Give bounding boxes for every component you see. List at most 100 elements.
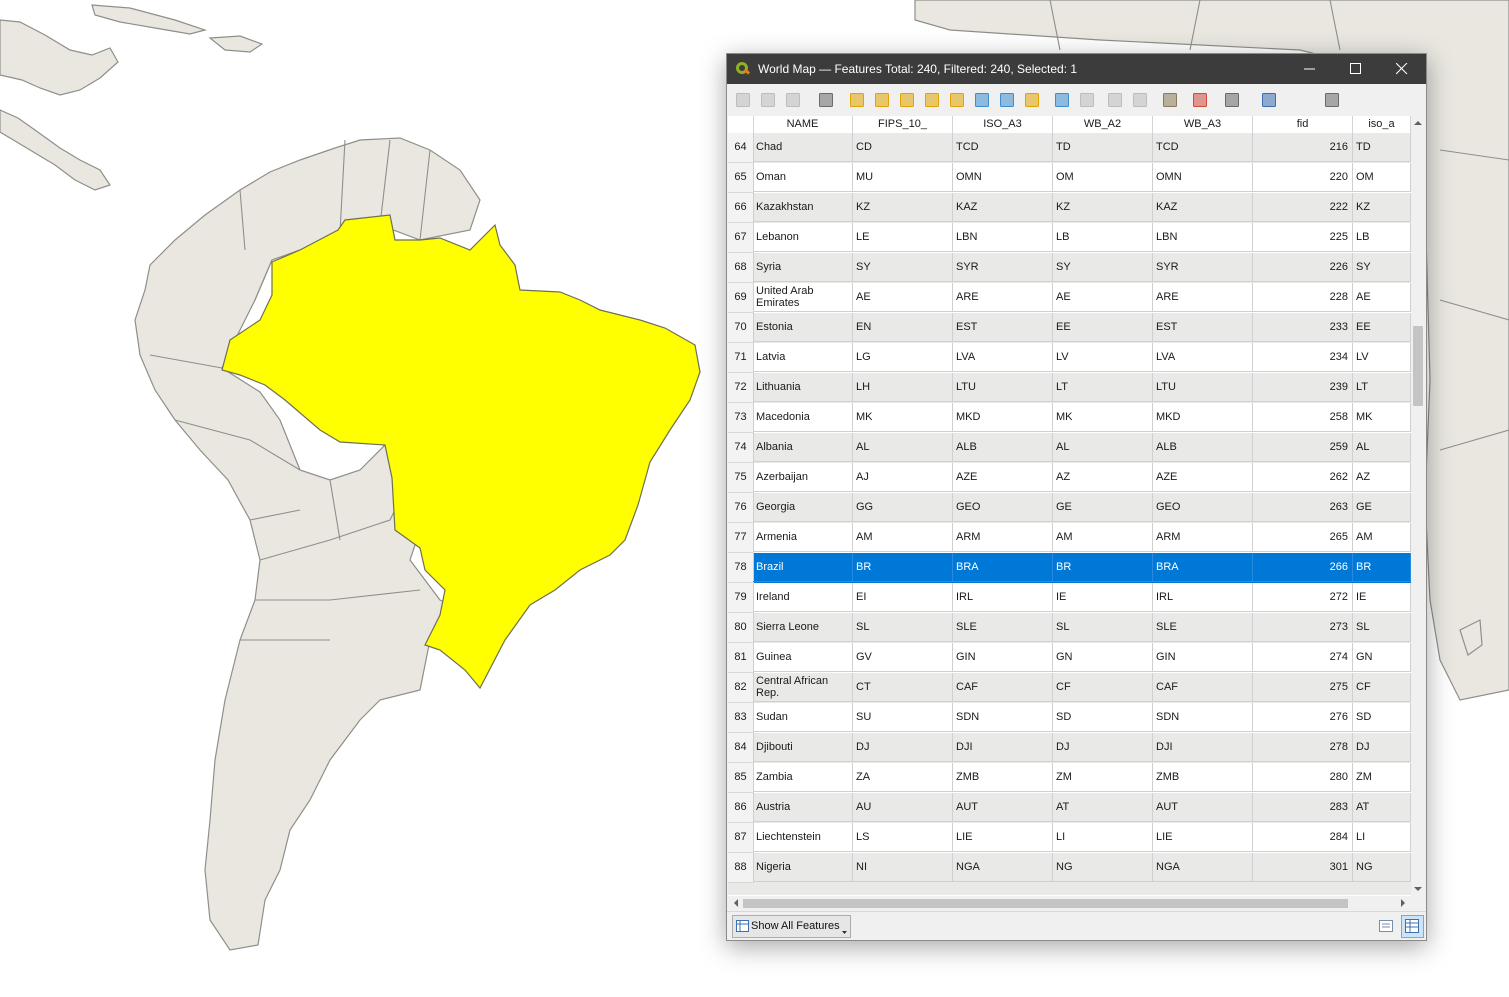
column-header[interactable]: iso_a <box>1353 116 1411 133</box>
table-cell-fid[interactable]: 272 <box>1253 583 1353 612</box>
table-cell-wb3[interactable]: BRA <box>1153 553 1253 582</box>
table-cell-name[interactable]: Armenia <box>753 523 853 552</box>
table-cell-iso[interactable]: LIE <box>953 823 1053 852</box>
table-row[interactable]: 71 Latvia LG LVA LV LVA 234 LV <box>728 343 1411 373</box>
table-cell-iso[interactable]: ARM <box>953 523 1053 552</box>
table-cell-isoa[interactable]: GN <box>1353 643 1411 672</box>
table-row[interactable]: 64 Chad CD TCD TD TCD 216 TD <box>728 133 1411 163</box>
table-cell-name[interactable]: Syria <box>753 253 853 282</box>
table-cell-fips[interactable]: LG <box>853 343 953 372</box>
table-cell-fips[interactable]: AU <box>853 793 953 822</box>
table-cell-isoa[interactable]: AM <box>1353 523 1411 552</box>
maximize-button[interactable] <box>1333 54 1379 84</box>
table-cell-wb2[interactable]: IE <box>1053 583 1153 612</box>
table-cell-isoa[interactable]: TD <box>1353 133 1411 162</box>
table-cell-fips[interactable]: AL <box>853 433 953 462</box>
table-cell-fid[interactable]: 225 <box>1253 223 1353 252</box>
table-cell-fid[interactable]: 233 <box>1253 313 1353 342</box>
table-cell-fid[interactable]: 263 <box>1253 493 1353 522</box>
table-cell-name[interactable]: Zambia <box>753 763 853 792</box>
table-cell-isoa[interactable]: KZ <box>1353 193 1411 222</box>
table-cell-name[interactable]: Nigeria <box>753 853 853 882</box>
table-row[interactable]: 76 Georgia GG GEO GE GEO 263 GE <box>728 493 1411 523</box>
table-cell-fips[interactable]: LS <box>853 823 953 852</box>
table-cell-wb2[interactable]: GN <box>1053 643 1153 672</box>
select-by-expression-button[interactable] <box>972 90 992 110</box>
dock-button[interactable] <box>1322 90 1342 110</box>
table-cell-fid[interactable]: 258 <box>1253 403 1353 432</box>
cut-button[interactable] <box>897 90 917 110</box>
title-bar[interactable]: World Map — Features Total: 240, Filtere… <box>727 54 1426 84</box>
table-cell-isoa[interactable]: AZ <box>1353 463 1411 492</box>
table-cell-iso[interactable]: TCD <box>953 133 1053 162</box>
table-cell-iso[interactable]: EST <box>953 313 1053 342</box>
column-header[interactable]: fid <box>1253 116 1353 133</box>
table-cell-fips[interactable]: SL <box>853 613 953 642</box>
table-row[interactable]: 83 Sudan SU SDN SD SDN 276 SD <box>728 703 1411 733</box>
table-cell-isoa[interactable]: AT <box>1353 793 1411 822</box>
table-cell-name[interactable]: Georgia <box>753 493 853 522</box>
table-cell-name[interactable]: Lebanon <box>753 223 853 252</box>
field-calculator-button[interactable] <box>1190 90 1210 110</box>
table-row[interactable]: 85 Zambia ZA ZMB ZM ZMB 280 ZM <box>728 763 1411 793</box>
table-cell-wb3[interactable]: LVA <box>1153 343 1253 372</box>
table-cell-wb2[interactable]: AL <box>1053 433 1153 462</box>
row-number[interactable]: 84 <box>728 733 754 763</box>
table-cell-iso[interactable]: LVA <box>953 343 1053 372</box>
table-row[interactable]: 82 Central African Rep. CT CAF CF CAF 275 CF <box>728 673 1411 703</box>
table-cell-isoa[interactable]: BR <box>1353 553 1411 582</box>
row-number[interactable]: 86 <box>728 793 754 823</box>
row-number[interactable]: 73 <box>728 403 754 433</box>
close-button[interactable] <box>1379 54 1425 84</box>
table-cell-name[interactable]: Guinea <box>753 643 853 672</box>
save-edits-button[interactable] <box>783 90 803 110</box>
table-cell-iso[interactable]: KAZ <box>953 193 1053 222</box>
table-cell-fips[interactable]: NI <box>853 853 953 882</box>
table-row[interactable]: 77 Armenia AM ARM AM ARM 265 AM <box>728 523 1411 553</box>
table-cell-isoa[interactable]: LB <box>1353 223 1411 252</box>
table-cell-isoa[interactable]: NG <box>1353 853 1411 882</box>
table-cell-wb3[interactable]: SLE <box>1153 613 1253 642</box>
vertical-scrollbar[interactable] <box>1411 116 1425 896</box>
table-row[interactable]: 80 Sierra Leone SL SLE SL SLE 273 SL <box>728 613 1411 643</box>
table-cell-iso[interactable]: CAF <box>953 673 1053 702</box>
table-cell-iso[interactable]: ZMB <box>953 763 1053 792</box>
copy-button[interactable] <box>922 90 942 110</box>
table-cell-name[interactable]: Liechtenstein <box>753 823 853 852</box>
table-row[interactable]: 74 Albania AL ALB AL ALB 259 AL <box>728 433 1411 463</box>
table-cell-fid[interactable]: 284 <box>1253 823 1353 852</box>
table-cell-isoa[interactable]: SD <box>1353 703 1411 732</box>
table-cell-wb2[interactable]: GE <box>1053 493 1153 522</box>
zoom-map-to-selected-button[interactable] <box>1160 90 1180 110</box>
table-row[interactable]: 70 Estonia EN EST EE EST 233 EE <box>728 313 1411 343</box>
table-row[interactable]: 69 United Arab Emirates AE ARE AE ARE 228 AE <box>728 283 1411 313</box>
table-cell-fid[interactable]: 262 <box>1253 463 1353 492</box>
table-cell-isoa[interactable]: SL <box>1353 613 1411 642</box>
filter-select-button[interactable] <box>1077 90 1097 110</box>
table-cell-name[interactable]: Oman <box>753 163 853 192</box>
brazil-selected-feature[interactable] <box>221 214 701 690</box>
row-number[interactable]: 75 <box>728 463 754 493</box>
row-number[interactable]: 76 <box>728 493 754 523</box>
table-row[interactable]: 66 Kazakhstan KZ KAZ KZ KAZ 222 KZ <box>728 193 1411 223</box>
invert-selection-button[interactable] <box>1022 90 1042 110</box>
table-cell-isoa[interactable]: SY <box>1353 253 1411 282</box>
table-view-button[interactable] <box>1401 915 1424 938</box>
row-number[interactable]: 83 <box>728 703 754 733</box>
table-row[interactable]: 67 Lebanon LE LBN LB LBN 225 LB <box>728 223 1411 253</box>
table-cell-iso[interactable]: BRA <box>953 553 1053 582</box>
table-cell-wb2[interactable]: AE <box>1053 283 1153 312</box>
table-row[interactable]: 88 Nigeria NI NGA NG NGA 301 NG <box>728 853 1411 883</box>
horizontal-scroll-thumb[interactable] <box>743 899 1348 908</box>
actions-button[interactable] <box>1259 90 1279 110</box>
table-cell-fips[interactable]: MK <box>853 403 953 432</box>
column-header[interactable]: FIPS_10_ <box>853 116 953 133</box>
table-cell-name[interactable]: Latvia <box>753 343 853 372</box>
table-cell-name[interactable]: Austria <box>753 793 853 822</box>
row-number[interactable]: 66 <box>728 193 754 223</box>
table-cell-wb2[interactable]: AZ <box>1053 463 1153 492</box>
table-cell-wb2[interactable]: SY <box>1053 253 1153 282</box>
table-row-partial[interactable] <box>728 883 1411 895</box>
table-corner[interactable] <box>728 116 754 133</box>
row-number[interactable]: 74 <box>728 433 754 463</box>
